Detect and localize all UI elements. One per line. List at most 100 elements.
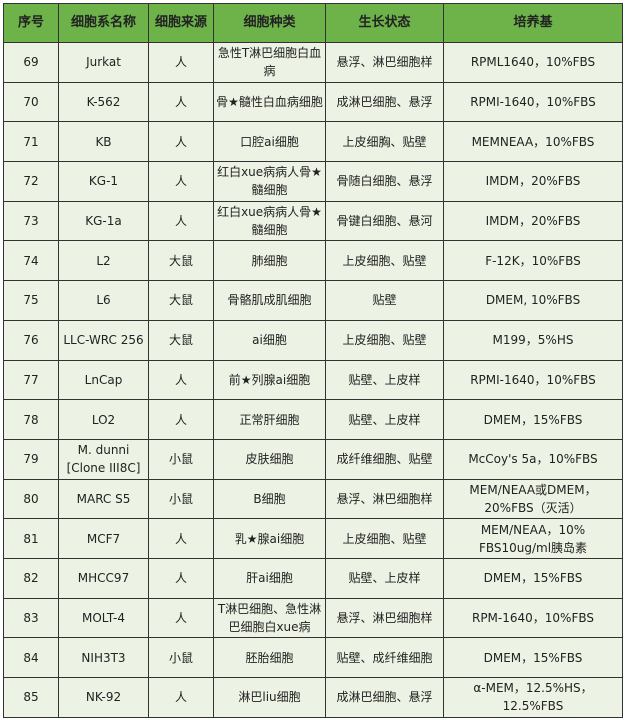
cell-cell-line-name: LnCap bbox=[58, 359, 149, 401]
table-row: 70 K-562 人骨★髓性白血病细胞 成淋巴细胞、悬浮 RPMI-1640，10%FB… bbox=[3, 81, 623, 123]
cell-medium: MEM/NEAA或DMEM，20%FBS（灭活） bbox=[443, 478, 623, 520]
cell-index: 83 bbox=[3, 597, 59, 639]
cell-cell-type: 胚胎细胞 bbox=[213, 637, 326, 678]
cell-cell-type: 前★列腺ai细胞 bbox=[213, 359, 326, 401]
table-row: 85 NK-92 人淋巴liu细胞 成淋巴细胞、悬浮 α-MEM，12.5%HS，12.… bbox=[3, 677, 623, 718]
cell-medium: F-12K，10%FBS bbox=[443, 240, 623, 282]
cell-cell-line-name: KB bbox=[58, 121, 149, 163]
cell-cell-type: 肝ai细胞 bbox=[213, 557, 326, 599]
cell-growth-state: 骨随白细胞、悬浮 bbox=[325, 161, 444, 202]
cell-cell-line-name: K-562 bbox=[58, 81, 149, 123]
cell-source: 人 bbox=[148, 200, 214, 242]
cell-growth-state: 贴壁、成纤维细胞 bbox=[325, 637, 444, 678]
cell-cell-line-name: M. dunni [Clone III8C] bbox=[58, 438, 149, 480]
cell-medium: MEMNEAA，10%FBS bbox=[443, 121, 623, 163]
cell-source: 人 bbox=[148, 557, 214, 599]
cell-medium: DMEM，15%FBS bbox=[443, 399, 623, 440]
cell-medium: RPM-1640，10%FBS bbox=[443, 597, 623, 639]
cell-source: 大鼠 bbox=[148, 280, 214, 321]
cell-index: 71 bbox=[3, 121, 59, 163]
table-row: 69 Jurkat 人急性T淋巴细胞白血病 悬浮、淋巴细胞样 RPML1640，10%F… bbox=[3, 42, 623, 83]
table-row: 75 L6 大鼠 骨骼肌成肌细胞 贴壁 DMEM, 10%FBS bbox=[3, 280, 623, 321]
cell-growth-state: 成淋巴细胞、悬浮 bbox=[325, 677, 444, 718]
table-row: 77 LnCap 人前★列腺ai细胞 贴壁、上皮样 RPMI-1640，10%FBS bbox=[3, 359, 623, 401]
header-index: 序号 bbox=[3, 3, 59, 43]
header-cell-line-name: 细胞系名称 bbox=[58, 3, 149, 43]
cell-cell-line-name: MCF7 bbox=[58, 518, 149, 559]
cell-growth-state: 上皮细胸、贴壁 bbox=[325, 121, 444, 163]
cell-index: 81 bbox=[3, 518, 59, 559]
header-growth-state: 生长状态 bbox=[325, 3, 444, 43]
cell-growth-state: 贴壁、上皮样 bbox=[325, 557, 444, 599]
cell-cell-type: 乳★腺ai细胞 bbox=[213, 518, 326, 559]
table-row: 79 M. dunni [Clone III8C] 小鼠 皮肤细胞 成纤维细胞、贴壁 Mc… bbox=[3, 438, 623, 480]
table-row: 78 LO2 人正常肝细胞 贴壁、上皮样 DMEM，15%FBS bbox=[3, 399, 623, 440]
cell-growth-state: 上皮细胞、贴壁 bbox=[325, 518, 444, 559]
cell-cell-type: 口腔ai细胞 bbox=[213, 121, 326, 163]
table-row: 82 MHCC97 人肝ai细胞 贴壁、上皮样 DMEM，15%FBS bbox=[3, 557, 623, 599]
header-row: 序号 细胞系名称 细胞来源 细胞种类 生长状态 培养基 bbox=[3, 3, 623, 43]
cell-medium: DMEM，15%FBS bbox=[443, 557, 623, 599]
cell-cell-type: 肺细胞 bbox=[213, 240, 326, 282]
table-row: 80 MARC S5 小鼠 B细胞 悬浮、淋巴细胞样 MEM/NEAA或DMEM，20%F… bbox=[3, 478, 623, 520]
cell-line-table: 序号 细胞系名称 细胞来源 细胞种类 生长状态 培养基 69 Jurkat 人急性T淋巴细胞白… bbox=[3, 3, 623, 718]
cell-medium: IMDM，20%FBS bbox=[443, 200, 623, 242]
table-row: 76 LLC-WRC 256 大鼠 ai细胞 上皮细胞、贴壁 M199，5%HS bbox=[3, 319, 623, 361]
cell-source: 人 bbox=[148, 81, 214, 123]
cell-cell-line-name: L2 bbox=[58, 240, 149, 282]
cell-growth-state: 成纤维细胞、贴壁 bbox=[325, 438, 444, 480]
cell-source: 人 bbox=[148, 518, 214, 559]
cell-medium: MEM/NEAA，10% FBS10ug/ml胰岛素 bbox=[443, 518, 623, 559]
cell-cell-line-name: LO2 bbox=[58, 399, 149, 440]
cell-cell-line-name: LLC-WRC 256 bbox=[58, 319, 149, 361]
cell-index: 84 bbox=[3, 637, 59, 678]
cell-index: 79 bbox=[3, 438, 59, 480]
cell-cell-type: 骨骼肌成肌细胞 bbox=[213, 280, 326, 321]
cell-source: 小鼠 bbox=[148, 637, 214, 678]
cell-medium: M199，5%HS bbox=[443, 319, 623, 361]
cell-cell-line-name: NK-92 bbox=[58, 677, 149, 718]
cell-cell-line-name: L6 bbox=[58, 280, 149, 321]
cell-source: 人 bbox=[148, 399, 214, 440]
cell-cell-type: 红白xue病病人骨★髓细胞 bbox=[213, 200, 326, 242]
cell-medium: RPMI-1640，10%FBS bbox=[443, 359, 623, 401]
cell-cell-type: 急性T淋巴细胞白血病 bbox=[213, 42, 326, 83]
table-row: 71 KB 人口腔ai细胞 上皮细胸、贴壁 MEMNEAA，10%FBS bbox=[3, 121, 623, 163]
cell-growth-state: 骨键白细胞、悬河 bbox=[325, 200, 444, 242]
cell-growth-state: 贴壁 bbox=[325, 280, 444, 321]
cell-cell-type: B细胞 bbox=[213, 478, 326, 520]
cell-growth-state: 上皮细胞、贴壁 bbox=[325, 240, 444, 282]
cell-cell-line-name: NIH3T3 bbox=[58, 637, 149, 678]
cell-cell-type: 正常肝细胞 bbox=[213, 399, 326, 440]
cell-medium: RPMI-1640，10%FBS bbox=[443, 81, 623, 123]
cell-growth-state: 悬浮、淋巴细胞样 bbox=[325, 478, 444, 520]
table-row: 84 NIH3T3 小鼠 胚胎细胞 贴壁、成纤维细胞 DMEM，15%FBS bbox=[3, 637, 623, 678]
cell-source: 人 bbox=[148, 597, 214, 639]
cell-index: 74 bbox=[3, 240, 59, 282]
cell-medium: RPML1640，10%FBS bbox=[443, 42, 623, 83]
cell-cell-line-name: MOLT-4 bbox=[58, 597, 149, 639]
cell-index: 76 bbox=[3, 319, 59, 361]
cell-index: 82 bbox=[3, 557, 59, 599]
cell-cell-line-name: KG-1a bbox=[58, 200, 149, 242]
cell-cell-type: 骨★髓性白血病细胞 bbox=[213, 81, 326, 123]
cell-source: 人 bbox=[148, 42, 214, 83]
cell-medium: McCoy's 5a，10%FBS bbox=[443, 438, 623, 480]
cell-source: 人 bbox=[148, 161, 214, 202]
cell-source: 小鼠 bbox=[148, 478, 214, 520]
cell-growth-state: 成淋巴细胞、悬浮 bbox=[325, 81, 444, 123]
cell-source: 小鼠 bbox=[148, 438, 214, 480]
cell-source: 大鼠 bbox=[148, 240, 214, 282]
table-row: 73 KG-1a 人红白xue病病人骨★髓细胞 骨键白细胞、悬河 IMDM，20%FBS bbox=[3, 200, 623, 242]
cell-growth-state: 贴壁、上皮样 bbox=[325, 359, 444, 401]
cell-cell-type: 淋巴liu细胞 bbox=[213, 677, 326, 718]
table-row: 81 MCF7 人乳★腺ai细胞 上皮细胞、贴壁 MEM/NEAA，10% FBS10u… bbox=[3, 518, 623, 559]
cell-index: 77 bbox=[3, 359, 59, 401]
cell-cell-type: 皮肤细胞 bbox=[213, 438, 326, 480]
cell-index: 80 bbox=[3, 478, 59, 520]
cell-source: 大鼠 bbox=[148, 319, 214, 361]
cell-growth-state: 贴壁、上皮样 bbox=[325, 399, 444, 440]
cell-source: 人 bbox=[148, 677, 214, 718]
cell-medium: DMEM，15%FBS bbox=[443, 637, 623, 678]
table-row: 74 L2 大鼠 肺细胞 上皮细胞、贴壁 F-12K，10%FBS bbox=[3, 240, 623, 282]
